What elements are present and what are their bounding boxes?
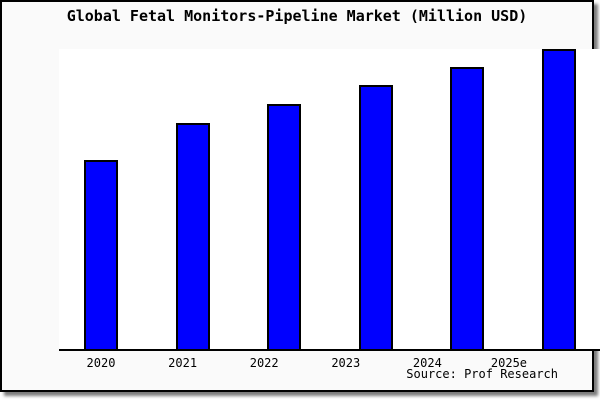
- bar-2024: [450, 67, 485, 349]
- plot-area: [59, 49, 600, 351]
- bar-2023: [358, 85, 393, 349]
- x-axis-label-2021: 2021: [168, 356, 198, 370]
- chart-title: Global Fetal Monitors-Pipeline Market (M…: [66, 7, 528, 25]
- x-axis-label-2025e: 2025e: [490, 356, 528, 370]
- x-axis-labels: 2020 2021 2022 2023 2024 2025e: [59, 356, 551, 370]
- source-credit: Source: Prof Research: [406, 367, 558, 381]
- x-axis-label-2022: 2022: [249, 356, 279, 370]
- bar-2022: [267, 104, 302, 349]
- bar-2020: [84, 160, 118, 349]
- x-axis-label-2024: 2024: [412, 356, 442, 370]
- bar-2021: [175, 123, 210, 349]
- bar-2025e: [541, 49, 576, 349]
- x-axis-label-2023: 2023: [331, 356, 361, 370]
- x-axis-label-2020: 2020: [86, 356, 116, 370]
